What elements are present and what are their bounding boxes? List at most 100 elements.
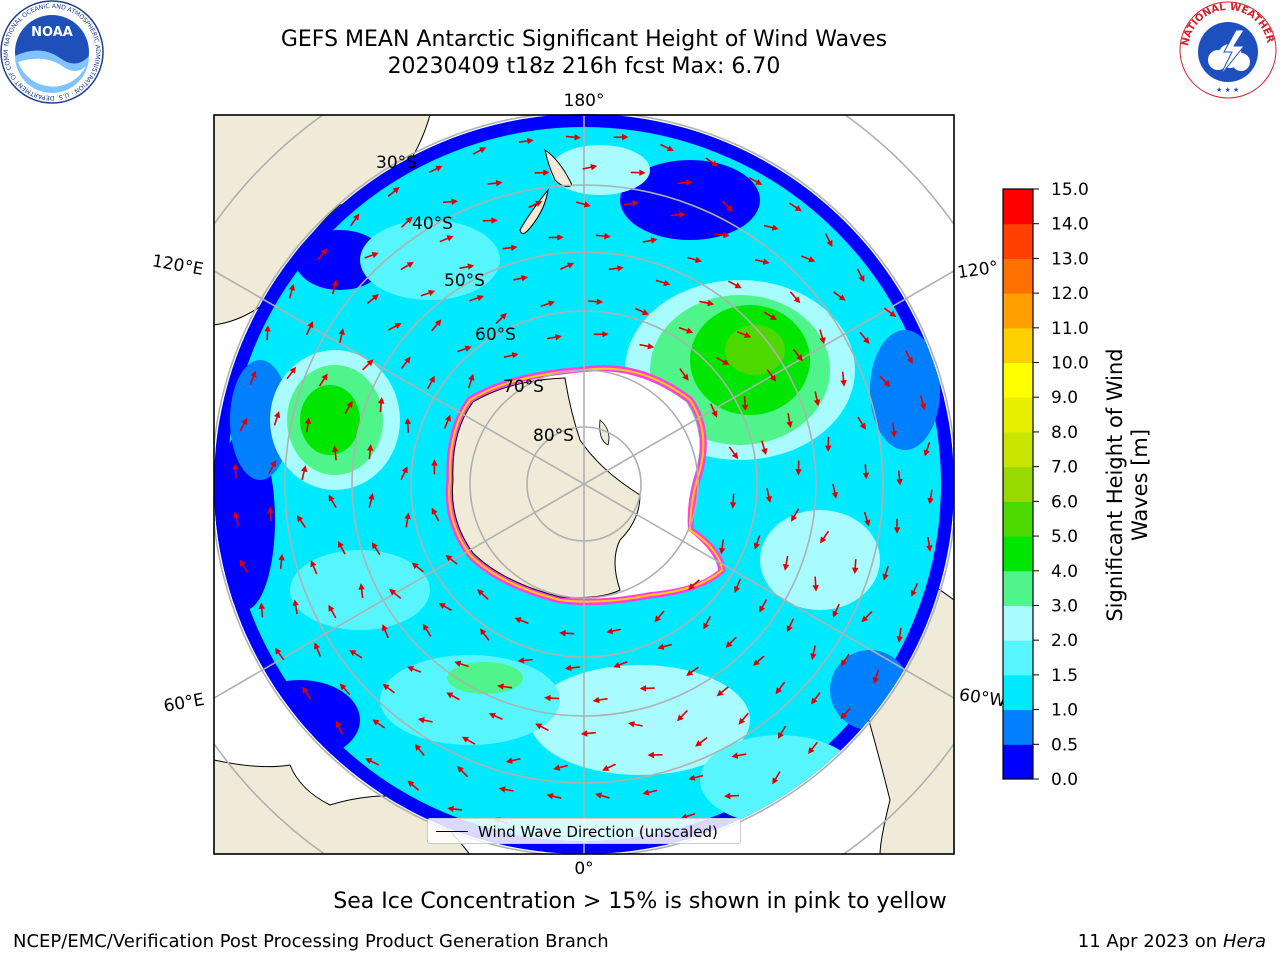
wave-direction-arrowhead — [457, 765, 464, 773]
wave-direction-arrowhead — [862, 337, 870, 344]
wave-direction-arrowhead — [310, 560, 317, 568]
colorbar-tick-label: 9.0 — [1051, 388, 1078, 408]
wave-direction-arrowhead — [812, 585, 819, 592]
colorbar-segment — [1003, 744, 1033, 780]
wave-direction-arrowhead — [725, 641, 733, 648]
wave-direction-arrowhead — [368, 492, 375, 500]
wave-direction-arrowhead — [353, 213, 360, 221]
wave-direction-arrowhead — [407, 780, 415, 788]
colorbar-segment — [1003, 431, 1033, 468]
wave-direction-arrowhead — [862, 472, 870, 480]
wave-direction-arrowhead — [232, 463, 239, 470]
wave-direction-arrowhead — [772, 777, 779, 785]
wave-direction-arrowhead — [642, 789, 650, 796]
wave-direction-arrowhead — [731, 752, 739, 759]
wave-direction-arrowhead — [338, 328, 345, 336]
wave-direction-arrowhead — [711, 160, 719, 167]
wave-direction-arrowhead — [590, 164, 598, 171]
wave-direction-arrowhead — [722, 358, 730, 365]
wave-direction-arrowhead — [711, 410, 718, 418]
wave-direction-arrowhead — [404, 356, 411, 364]
wave-direction-arrowhead — [666, 145, 674, 152]
wave-direction-arrowhead — [647, 343, 655, 350]
wave-direction-arrowhead — [389, 588, 397, 596]
wave-direction-arrowhead — [759, 605, 766, 613]
wave-direction-arrowhead — [896, 636, 903, 643]
wave-direction-arrowhead — [559, 629, 566, 637]
colorbar-segment — [1003, 397, 1033, 433]
wave-direction-arrowhead — [927, 497, 934, 505]
wave-direction-arrowhead — [580, 730, 588, 737]
colorbar-segment — [1003, 536, 1033, 572]
colorbar-tick-label: 0.0 — [1051, 770, 1078, 790]
wave-direction-arrowhead — [566, 262, 575, 269]
wave-direction-arrowhead — [606, 627, 614, 635]
colorbar-segment — [1003, 605, 1033, 641]
wave-direction-arrowhead — [694, 256, 702, 263]
wave-direction-arrowhead — [554, 333, 562, 341]
wave-direction-arrowhead — [288, 283, 296, 291]
wave-direction-arrowhead — [553, 764, 561, 771]
wave-direction-arrowhead — [434, 319, 442, 327]
colorbar-tick-label: 2.0 — [1051, 631, 1078, 651]
wave-direction-arrowhead — [627, 721, 635, 728]
wave-direction-arrowhead — [707, 299, 715, 307]
wave-direction-arrowhead — [703, 622, 710, 630]
colorbar-segment — [1003, 327, 1033, 364]
wave-direction-arrowhead — [406, 261, 414, 268]
wave-direction-arrowhead — [511, 352, 519, 359]
wave-direction-arrowhead — [468, 373, 475, 381]
lon-label-lower-right: 60°W — [958, 685, 1007, 711]
colorbar-segment — [1003, 189, 1033, 225]
graticule — [214, 115, 954, 854]
wave-direction-arrowhead — [497, 683, 504, 690]
wave-direction-arrowhead — [467, 263, 475, 270]
wave-direction-arrowhead — [505, 757, 513, 764]
wave-direction-arrowhead — [371, 294, 379, 301]
wave-direction-arrowhead — [583, 201, 591, 208]
wave-direction-arrowhead — [270, 459, 277, 468]
wave-direction-arrowhead — [795, 469, 802, 476]
wave-direction-arrowhead — [264, 325, 271, 332]
wave-direction-arrowhead — [258, 602, 265, 610]
wave-direction-arrowhead — [775, 687, 782, 695]
wave-direction-arrowhead — [890, 430, 898, 438]
lon-label-lower-left: 60°E — [162, 690, 206, 717]
wave-direction-arrowhead — [762, 258, 770, 265]
colorbar-segment — [1003, 223, 1033, 259]
wave-direction-arrowhead — [510, 244, 518, 251]
wave-direction-arrowhead — [755, 178, 763, 185]
wave-direction-arrowhead — [250, 370, 257, 378]
wave-direction-arrowhead — [657, 643, 665, 650]
wave-direction-arrowhead — [404, 417, 412, 425]
wave-direction-arrowhead — [274, 647, 282, 655]
wave-direction-arrowhead — [734, 282, 742, 289]
wave-direction-arrowhead — [926, 545, 933, 552]
colorbar-label: Significant Height of Wind Waves [m] — [1103, 348, 1152, 622]
wave-direction-arrowhead — [349, 649, 357, 657]
map-legend: Wind Wave Direction (unscaled) — [427, 818, 741, 844]
wave-direction-arrowhead — [622, 133, 629, 141]
wave-direction-arrowhead — [543, 169, 550, 176]
colorbar-segment — [1003, 466, 1033, 502]
wave-direction-arrowhead — [337, 540, 344, 549]
lat-label-60s: 60°S — [475, 325, 516, 345]
wave-direction-arrowhead — [686, 179, 693, 186]
wave-direction-arrowhead — [574, 133, 581, 141]
wave-direction-arrowhead — [910, 589, 917, 597]
wave-direction-arrowhead — [889, 310, 897, 318]
colorbar-segment — [1003, 293, 1033, 329]
antarctica — [445, 365, 726, 606]
map-title: GEFS MEAN Antarctic Significant Height o… — [280, 27, 888, 52]
wave-direction-arrowhead — [521, 275, 528, 282]
wave-direction-arrowhead — [602, 330, 609, 338]
wave-direction-arrowhead — [302, 686, 309, 694]
wave-direction-arrowhead — [680, 813, 688, 820]
wave-direction-arrowhead — [438, 603, 446, 609]
wave-direction-arrowhead — [491, 217, 498, 224]
wave-direction-arrowhead — [864, 519, 871, 527]
colorbar: 0.0 0.5 1.0 1.5 2.0 3.0 4.0 5.0 6.0 7.0 8.0 9.0 10.0… — [1002, 180, 1089, 790]
wave-direction-arrowhead — [663, 279, 671, 286]
wave-direction-arrowhead — [753, 542, 760, 550]
wave-direction-arrowhead — [688, 583, 696, 590]
